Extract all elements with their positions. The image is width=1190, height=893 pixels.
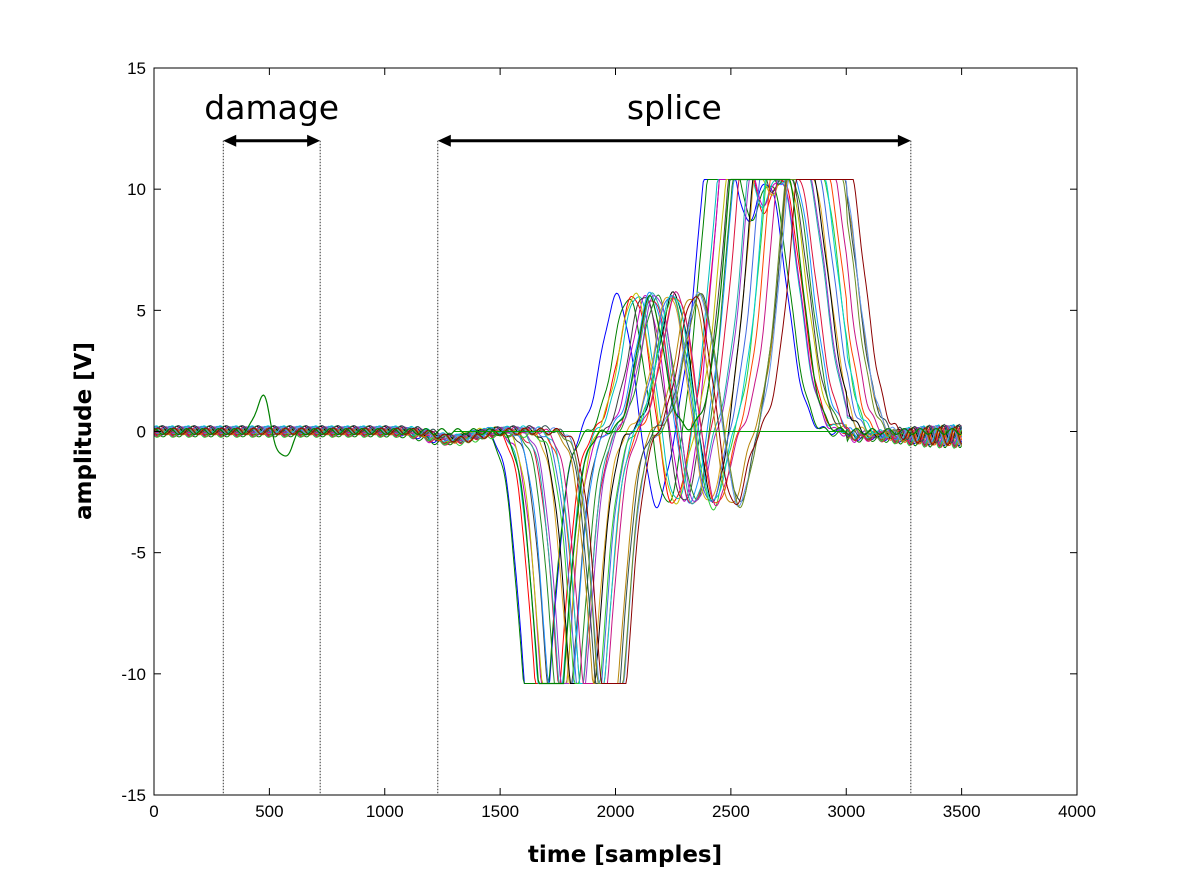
y-tick-label: -5 xyxy=(131,544,146,563)
y-axis-label: amplitude [V] xyxy=(71,342,97,520)
series-layer xyxy=(154,178,963,685)
y-tick-label: -15 xyxy=(121,786,146,805)
x-tick-label: 3500 xyxy=(943,802,981,821)
x-tick-label: 1500 xyxy=(481,802,519,821)
region-damage-label: damage xyxy=(204,88,339,127)
tick-layer: 0 500 1000 1500 2000 2500 3000 3500 4000 -15 -10 -5… xyxy=(121,59,1095,821)
x-tick-label: 0 xyxy=(149,802,158,821)
y-tick-label: 10 xyxy=(127,180,146,199)
x-tick-label: 4000 xyxy=(1058,802,1096,821)
x-tick-label: 2500 xyxy=(712,802,750,821)
x-tick-label: 3000 xyxy=(827,802,865,821)
x-tick-label: 2000 xyxy=(597,802,635,821)
series-line xyxy=(154,179,963,684)
region-damage-arrowhead-left xyxy=(223,134,237,147)
region-damage-arrowhead-right xyxy=(307,134,321,147)
series-line xyxy=(154,179,962,684)
x-axis-label: time [samples] xyxy=(528,842,722,868)
damage-signal-line xyxy=(154,178,962,685)
region-marker-layer: damage splice xyxy=(204,88,912,795)
x-tick-label: 500 xyxy=(255,802,283,821)
y-tick-label: 0 xyxy=(137,423,146,442)
region-splice-label: splice xyxy=(627,88,722,127)
series-line xyxy=(154,179,963,684)
y-tick-label: 5 xyxy=(137,301,146,320)
y-tick-label: -10 xyxy=(121,665,146,684)
y-tick-label: 15 xyxy=(127,59,146,78)
region-splice-arrowhead-left xyxy=(437,134,451,147)
region-splice-arrowhead-right xyxy=(897,134,911,147)
x-tick-label: 1000 xyxy=(366,802,404,821)
